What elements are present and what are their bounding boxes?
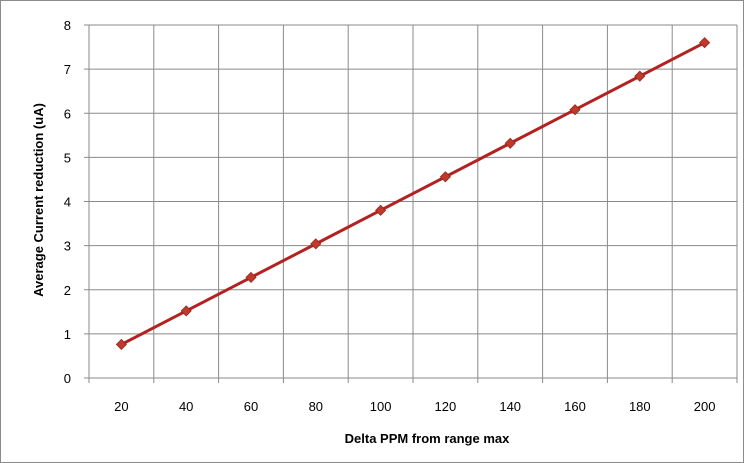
x-tick-label: 160 bbox=[564, 399, 586, 414]
data-point-marker bbox=[245, 271, 257, 283]
data-point-marker bbox=[310, 238, 322, 250]
y-tick-label: 1 bbox=[64, 327, 71, 342]
y-tick-label: 2 bbox=[64, 283, 71, 298]
y-tick-label: 0 bbox=[64, 371, 71, 386]
x-tick-label: 140 bbox=[499, 399, 521, 414]
y-tick-label: 7 bbox=[64, 62, 71, 77]
tick-labels: 0 1 2 3 4 5 6 7 8 20 40 60 80 100 120 140 160 180 200 bbox=[64, 18, 716, 414]
axes bbox=[84, 24, 738, 383]
y-axis-title: Average Current reduction (uA) bbox=[31, 103, 46, 297]
grid-lines bbox=[89, 24, 738, 378]
y-tick-label: 6 bbox=[64, 106, 71, 121]
x-tick-label: 120 bbox=[435, 399, 457, 414]
x-tick-label: 200 bbox=[694, 399, 716, 414]
data-point-marker bbox=[569, 104, 581, 116]
data-point-marker bbox=[115, 338, 127, 351]
y-tick-label: 4 bbox=[64, 195, 71, 210]
data-point-marker bbox=[699, 37, 711, 49]
data-point-marker bbox=[634, 70, 646, 82]
series-line bbox=[120, 41, 706, 346]
y-tick-label: 8 bbox=[64, 18, 71, 33]
data-point-marker bbox=[504, 137, 516, 149]
x-tick-label: 100 bbox=[370, 399, 392, 414]
x-tick-label: 40 bbox=[179, 399, 193, 414]
data-point-marker bbox=[375, 204, 387, 216]
x-tick-label: 20 bbox=[114, 399, 128, 414]
data-point-marker bbox=[180, 305, 192, 317]
x-axis-title: Delta PPM from range max bbox=[345, 431, 510, 446]
x-tick-label: 80 bbox=[309, 399, 323, 414]
y-tick-label: 3 bbox=[64, 239, 71, 254]
series bbox=[115, 37, 711, 351]
data-point-marker bbox=[439, 171, 451, 183]
x-tick-label: 180 bbox=[629, 399, 651, 414]
x-tick-label: 60 bbox=[244, 399, 258, 414]
y-tick-label: 5 bbox=[64, 150, 71, 165]
